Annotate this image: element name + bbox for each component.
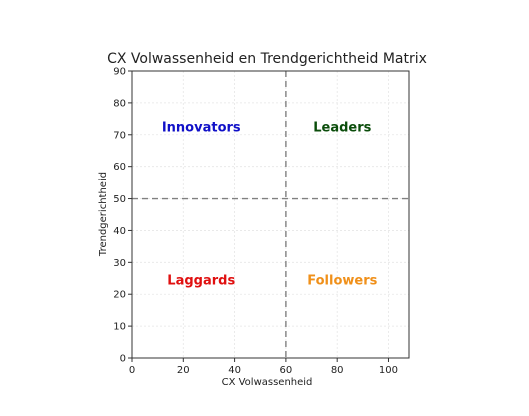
chart-title: CX Volwassenheid en Trendgerichtheid Mat… [107, 51, 427, 67]
y-axis-ticks: 0 10 20 30 40 50 60 70 80 90 [113, 67, 132, 365]
grid [131, 70, 409, 359]
quadrant-label-followers: Followers [307, 273, 377, 288]
y-tick-label: 40 [113, 226, 126, 237]
x-axis-label: CX Volwassenheid [222, 377, 313, 388]
y-tick-label: 50 [113, 194, 126, 205]
y-tick-label: 0 [120, 354, 126, 365]
y-tick-label: 10 [113, 322, 126, 333]
quadrant-label-innovators: Innovators [162, 120, 241, 135]
quadrant-dividers [132, 71, 409, 358]
x-axis-ticks: 0 20 40 60 80 100 [129, 358, 398, 376]
x-tick-label: 100 [379, 365, 398, 376]
y-tick-label: 20 [113, 290, 126, 301]
y-tick-label: 60 [113, 162, 126, 173]
plot-frame [131, 70, 410, 359]
y-tick-label: 90 [113, 67, 126, 78]
x-tick-label: 80 [331, 365, 344, 376]
y-tick-label: 70 [113, 130, 126, 141]
quadrant-labels: Innovators Leaders Laggards Followers [162, 120, 378, 288]
y-tick-label: 30 [113, 258, 126, 269]
y-tick-label: 80 [113, 98, 126, 109]
x-tick-label: 60 [280, 365, 293, 376]
quadrant-label-leaders: Leaders [313, 120, 371, 135]
x-tick-label: 20 [177, 365, 190, 376]
quadrant-label-laggards: Laggards [167, 273, 235, 288]
y-axis-label: Trendgerichtheid [98, 172, 109, 257]
x-tick-label: 40 [228, 365, 241, 376]
x-tick-label: 0 [129, 365, 135, 376]
